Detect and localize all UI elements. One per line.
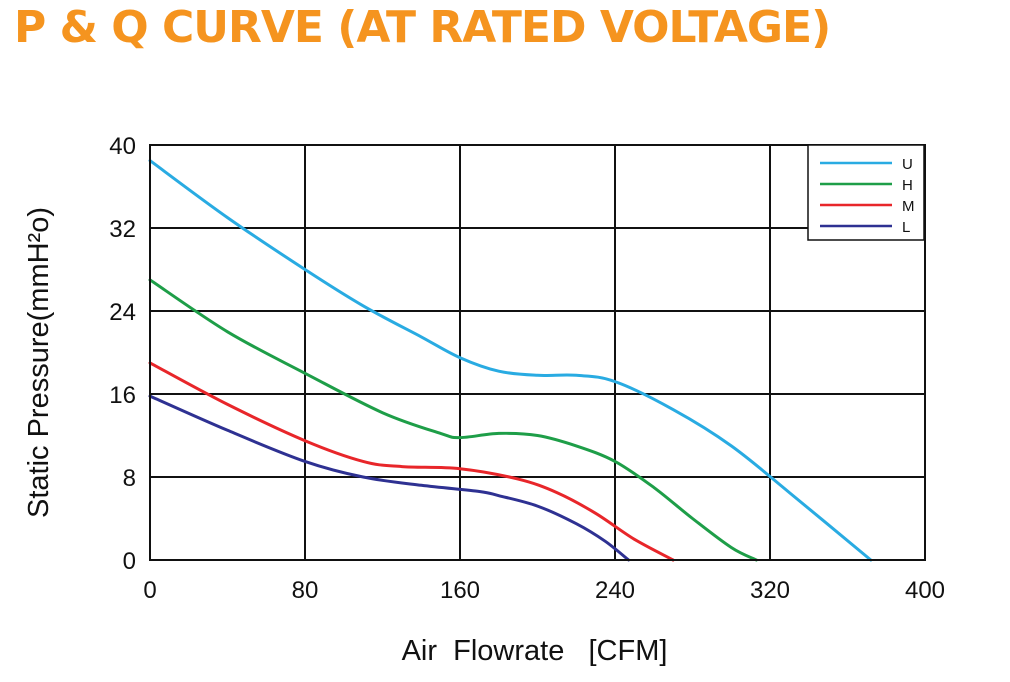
x-tick-label: 400	[905, 577, 945, 604]
series-line-m	[148, 361, 675, 562]
legend-label: L	[902, 219, 910, 236]
y-tick-label: 8	[123, 465, 136, 492]
series-line-l	[148, 394, 631, 562]
y-axis-label: Static Pressure(mmH²o)	[23, 207, 55, 518]
y-tick-label: 0	[123, 548, 136, 575]
x-tick-label: 160	[440, 577, 480, 604]
legend-label: U	[902, 156, 913, 173]
series-line-u	[148, 159, 873, 562]
y-tick-label: 32	[109, 216, 136, 243]
y-tick-label: 40	[109, 133, 136, 160]
x-tick-label: 320	[750, 577, 790, 604]
legend-label: H	[902, 177, 913, 194]
tick-labels: 0 80 160 240 320 400 0 8 16 24 32 40	[109, 133, 945, 604]
chart-title: P & Q CURVE (AT RATED VOLTAGE)	[14, 2, 831, 53]
plot-frame	[149, 144, 926, 561]
y-tick-label: 16	[109, 382, 136, 409]
x-tick-label: 0	[143, 577, 156, 604]
x-tick-label: 240	[595, 577, 635, 604]
legend-box	[807, 144, 925, 241]
x-tick-label: 80	[292, 577, 319, 604]
series-lines	[148, 159, 873, 562]
series-line-h	[148, 278, 758, 562]
x-axis-label: Air Flowrate [CFM]	[402, 635, 668, 667]
legend-label: M	[902, 198, 915, 215]
y-tick-label: 24	[109, 299, 136, 326]
